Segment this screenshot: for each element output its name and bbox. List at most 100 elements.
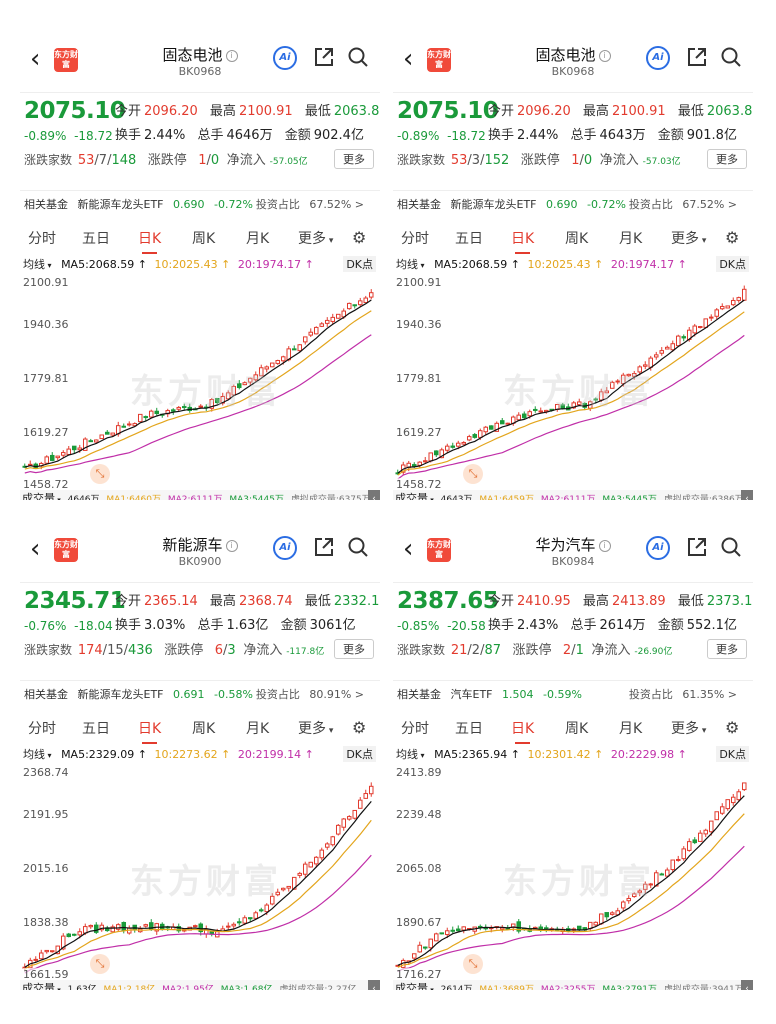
tab-weekly-k[interactable]: 周K (565, 231, 589, 247)
dk-point-toggle[interactable]: DK点 (716, 746, 749, 762)
tab-intraday[interactable]: 分时 (401, 721, 429, 737)
vol-ma2: MA2:3255万 (540, 985, 596, 990)
ai-button[interactable]: Ai (273, 536, 297, 560)
axis-label: 2015.16 (23, 862, 69, 875)
dk-point-toggle[interactable]: DK点 (343, 746, 376, 762)
ai-button[interactable]: Ai (273, 46, 297, 70)
ai-button[interactable]: Ai (646, 46, 670, 70)
info-icon[interactable]: i (225, 540, 238, 552)
tab-monthly-k[interactable]: 月K (246, 721, 270, 737)
info-icon[interactable]: i (225, 50, 238, 62)
tab-weekly-k[interactable]: 周K (565, 721, 589, 737)
info-icon[interactable]: i (598, 50, 611, 62)
tab-five-day[interactable]: 五日 (455, 231, 483, 247)
ma-selector[interactable]: 均线 ▾ (396, 748, 425, 761)
updown-label: 涨跌家数 (397, 643, 446, 657)
tab-intraday[interactable]: 分时 (28, 231, 56, 247)
collapse-icon[interactable]: ‹ (741, 490, 753, 500)
share-icon[interactable] (686, 536, 708, 562)
tab-intraday[interactable]: 分时 (28, 721, 56, 737)
kline-chart[interactable]: 2368.74 2191.95 2015.16 1838.38 1661.59 … (20, 764, 380, 982)
more-button[interactable]: 更多 (707, 639, 747, 659)
tab-more[interactable]: 更多 ▾ (298, 721, 334, 737)
limit-down: 0 (583, 153, 593, 168)
ma-selector[interactable]: 均线 ▾ (396, 258, 425, 271)
zoom-icon[interactable]: ⤡ (90, 464, 110, 484)
tab-daily-k[interactable]: 日K (138, 718, 161, 744)
search-icon[interactable] (347, 46, 369, 72)
dk-point-toggle[interactable]: DK点 (343, 256, 376, 272)
gear-icon[interactable]: ⚙ (725, 228, 740, 247)
share-icon[interactable] (313, 46, 335, 72)
back-icon[interactable]: ‹ (30, 534, 41, 564)
tab-weekly-k[interactable]: 周K (192, 721, 216, 737)
vol-ma2: MA2:6111万 (540, 495, 596, 500)
tab-five-day[interactable]: 五日 (455, 721, 483, 737)
more-button[interactable]: 更多 (707, 149, 747, 169)
kline-chart[interactable]: 2100.91 1940.36 1779.81 1619.27 1458.72 … (393, 274, 753, 492)
candle-body (38, 952, 44, 960)
share-icon[interactable] (686, 46, 708, 72)
volume-selector[interactable]: 成交量 ▾ (395, 982, 434, 990)
low-label: 最低 (304, 594, 331, 609)
tab-daily-k[interactable]: 日K (138, 228, 161, 254)
volume-selector[interactable]: 成交量 ▾ (22, 492, 61, 500)
tab-weekly-k[interactable]: 周K (192, 231, 216, 247)
candle-body (664, 346, 670, 350)
tab-more[interactable]: 更多 ▾ (671, 721, 707, 737)
tab-daily-k[interactable]: 日K (511, 718, 534, 744)
collapse-icon[interactable]: ‹ (368, 490, 380, 500)
tab-more[interactable]: 更多 ▾ (298, 231, 334, 247)
candle-body (335, 824, 341, 835)
zoom-icon[interactable]: ⤡ (463, 954, 483, 974)
collapse-icon[interactable]: ‹ (741, 980, 753, 990)
tab-more[interactable]: 更多 ▾ (671, 231, 707, 247)
zoom-icon[interactable]: ⤡ (90, 954, 110, 974)
more-button[interactable]: 更多 (334, 149, 374, 169)
info-icon[interactable]: i (598, 540, 611, 552)
volume-selector[interactable]: 成交量 ▾ (22, 982, 61, 990)
volume-selector-label: 成交量 (395, 982, 428, 990)
candle-body (291, 876, 297, 890)
candle-body (532, 408, 538, 411)
share-icon[interactable] (313, 536, 335, 562)
dk-point-toggle[interactable]: DK点 (716, 256, 749, 272)
back-icon[interactable]: ‹ (403, 44, 414, 74)
search-icon[interactable] (720, 46, 742, 72)
zoom-icon[interactable]: ⤡ (463, 464, 483, 484)
kline-chart[interactable]: 2413.89 2239.48 2065.08 1890.67 1716.27 … (393, 764, 753, 982)
page-title: 新能源车 i (20, 534, 380, 555)
more-button[interactable]: 更多 (334, 639, 374, 659)
gear-icon[interactable]: ⚙ (352, 718, 367, 737)
collapse-icon[interactable]: ‹ (368, 980, 380, 990)
kline-chart[interactable]: 2100.91 1940.36 1779.81 1619.27 1458.72 … (20, 274, 380, 492)
ma-selector[interactable]: 均线 ▾ (23, 748, 52, 761)
search-icon[interactable] (347, 536, 369, 562)
candle-body (670, 343, 676, 351)
volume-selector[interactable]: 成交量 ▾ (395, 492, 434, 500)
related-fund[interactable]: 相关基金 汽车ETF 1.504 -0.59% 投资占比 61.35% > (397, 686, 749, 702)
tab-five-day[interactable]: 五日 (82, 721, 110, 737)
tab-intraday[interactable]: 分时 (401, 231, 429, 247)
related-fund[interactable]: 相关基金 新能源车龙头ETF 0.690 -0.72% 投资占比 67.52% … (397, 196, 749, 212)
board-name: 固态电池 (162, 46, 223, 64)
related-fund[interactable]: 相关基金 新能源车龙头ETF 0.690 -0.72% 投资占比 67.52% … (24, 196, 376, 212)
tab-monthly-k[interactable]: 月K (619, 721, 643, 737)
tab-monthly-k[interactable]: 月K (246, 231, 270, 247)
candle-body (302, 863, 308, 875)
gear-icon[interactable]: ⚙ (725, 718, 740, 737)
tab-daily-k[interactable]: 日K (511, 228, 534, 254)
top-bar: ‹ 东方财富 新能源车 i BK0900 Ai (20, 520, 380, 582)
related-fund[interactable]: 相关基金 新能源车龙头ETF 0.691 -0.58% 投资占比 80.91% … (24, 686, 376, 702)
ai-button[interactable]: Ai (646, 536, 670, 560)
tab-five-day[interactable]: 五日 (82, 231, 110, 247)
search-icon[interactable] (720, 536, 742, 562)
amount-value: 3061亿 (309, 618, 356, 633)
back-icon[interactable]: ‹ (403, 534, 414, 564)
ma5-value: MA5:2329.09 ↑ (61, 748, 147, 761)
candle-body (444, 445, 450, 451)
gear-icon[interactable]: ⚙ (352, 228, 367, 247)
ma-selector[interactable]: 均线 ▾ (23, 258, 52, 271)
back-icon[interactable]: ‹ (30, 44, 41, 74)
tab-monthly-k[interactable]: 月K (619, 231, 643, 247)
